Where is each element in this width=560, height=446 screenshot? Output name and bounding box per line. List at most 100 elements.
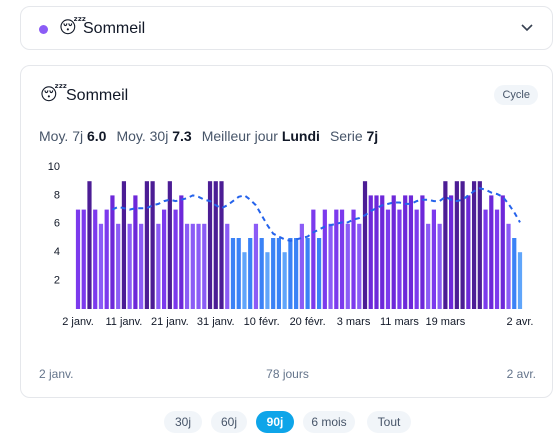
x-tick-label: 2 janv. — [62, 316, 94, 328]
stat-value: 6.0 — [86, 128, 107, 144]
stat-value: Lundi — [281, 128, 320, 144]
bar — [328, 223, 333, 309]
bar — [75, 209, 81, 309]
bar — [121, 181, 127, 309]
bar — [225, 223, 230, 309]
stat-label: Serie — [329, 128, 363, 144]
chevron — [521, 24, 533, 32]
x-tick-label: 19 mars — [426, 316, 466, 328]
bar — [116, 223, 121, 309]
bar — [506, 223, 511, 309]
bar — [500, 195, 505, 309]
bar — [449, 195, 454, 309]
range-count: 78 jours — [266, 367, 309, 381]
bar — [213, 181, 218, 309]
bar — [81, 209, 86, 309]
x-tick-label: 31 janv. — [197, 316, 235, 328]
x-tick-label: 21 janv. — [151, 316, 189, 328]
trend-line — [111, 187, 521, 242]
period-button[interactable]: Tout — [367, 411, 411, 433]
bar — [408, 195, 414, 309]
bar — [489, 195, 494, 309]
bar — [437, 223, 442, 309]
card-title: Sommeil — [66, 87, 129, 104]
bar — [299, 223, 304, 309]
bar — [477, 181, 482, 309]
bar — [443, 181, 448, 309]
bar — [305, 238, 310, 309]
metric-dropdown[interactable]: 😴 Sommeil — [20, 6, 553, 50]
badge: Cycle — [494, 85, 538, 105]
bar — [167, 181, 172, 309]
bar — [380, 195, 385, 309]
period-button[interactable]: 90j — [256, 411, 294, 433]
bar — [403, 195, 408, 309]
y-tick-label: 4 — [54, 246, 60, 258]
bar — [139, 223, 144, 309]
bar — [162, 209, 167, 309]
bar — [311, 209, 316, 309]
bar — [345, 223, 350, 309]
bar — [184, 223, 190, 309]
bar — [150, 181, 155, 309]
icon: 😴 — [59, 18, 87, 37]
bar — [259, 238, 264, 309]
bar — [242, 252, 247, 309]
bar — [230, 238, 236, 309]
bar — [374, 195, 379, 309]
bar — [93, 209, 98, 309]
stat: Moy. 30j 7.3 — [116, 128, 191, 144]
bar — [322, 209, 327, 309]
x-tick-label: 3 mars — [337, 316, 371, 328]
bar — [454, 181, 459, 309]
bar — [397, 209, 402, 309]
stat: Serie 7j — [330, 128, 378, 144]
stat: Meilleur jour Lundi — [202, 128, 320, 144]
bar — [471, 181, 477, 309]
stat-label: Moy. 7j — [39, 128, 84, 144]
bar — [133, 195, 138, 309]
bar — [483, 209, 488, 309]
bar — [362, 181, 368, 309]
range-end: 2 avr. — [506, 367, 536, 381]
bar — [110, 195, 115, 309]
y-tick-label: 6 — [54, 218, 60, 230]
y-tick-label: 2 — [54, 275, 60, 287]
bar — [494, 209, 500, 309]
bar — [173, 209, 178, 309]
x-tick-label: 10 févr. — [244, 316, 280, 328]
bar — [460, 181, 465, 309]
stat-value: 7.3 — [172, 128, 192, 144]
bar — [276, 238, 282, 309]
bar — [334, 209, 339, 309]
bar — [87, 181, 92, 309]
icon: 😴 — [40, 85, 68, 104]
bar — [426, 223, 431, 309]
stat-label: Moy. 30j — [116, 128, 169, 144]
bar — [294, 238, 299, 309]
bar — [288, 238, 293, 309]
bar — [391, 195, 396, 309]
period-button[interactable]: 30j — [164, 411, 202, 433]
period-button[interactable]: 6 mois — [303, 411, 355, 433]
bar — [144, 181, 149, 309]
range-start: 2 janv. — [39, 367, 74, 381]
bar — [357, 223, 362, 309]
period-button[interactable]: 60j — [211, 411, 247, 433]
stat: Moy. 7j 6.0 — [39, 128, 106, 144]
x-tick-label: 20 févr. — [290, 316, 326, 328]
bar — [207, 181, 213, 309]
bar — [236, 238, 241, 309]
bar — [414, 209, 419, 309]
bar — [104, 209, 109, 309]
bar — [368, 195, 373, 309]
y-tick-label: 10 — [48, 161, 60, 173]
bar — [466, 195, 471, 309]
stats-row: Moy. 7j 6.0 Moy. 30j 7.3 Meilleur jour Lun… — [39, 128, 388, 146]
bar — [339, 209, 345, 309]
bar — [420, 195, 425, 309]
bar — [98, 223, 104, 309]
dropdown-label: Sommeil — [83, 20, 146, 37]
